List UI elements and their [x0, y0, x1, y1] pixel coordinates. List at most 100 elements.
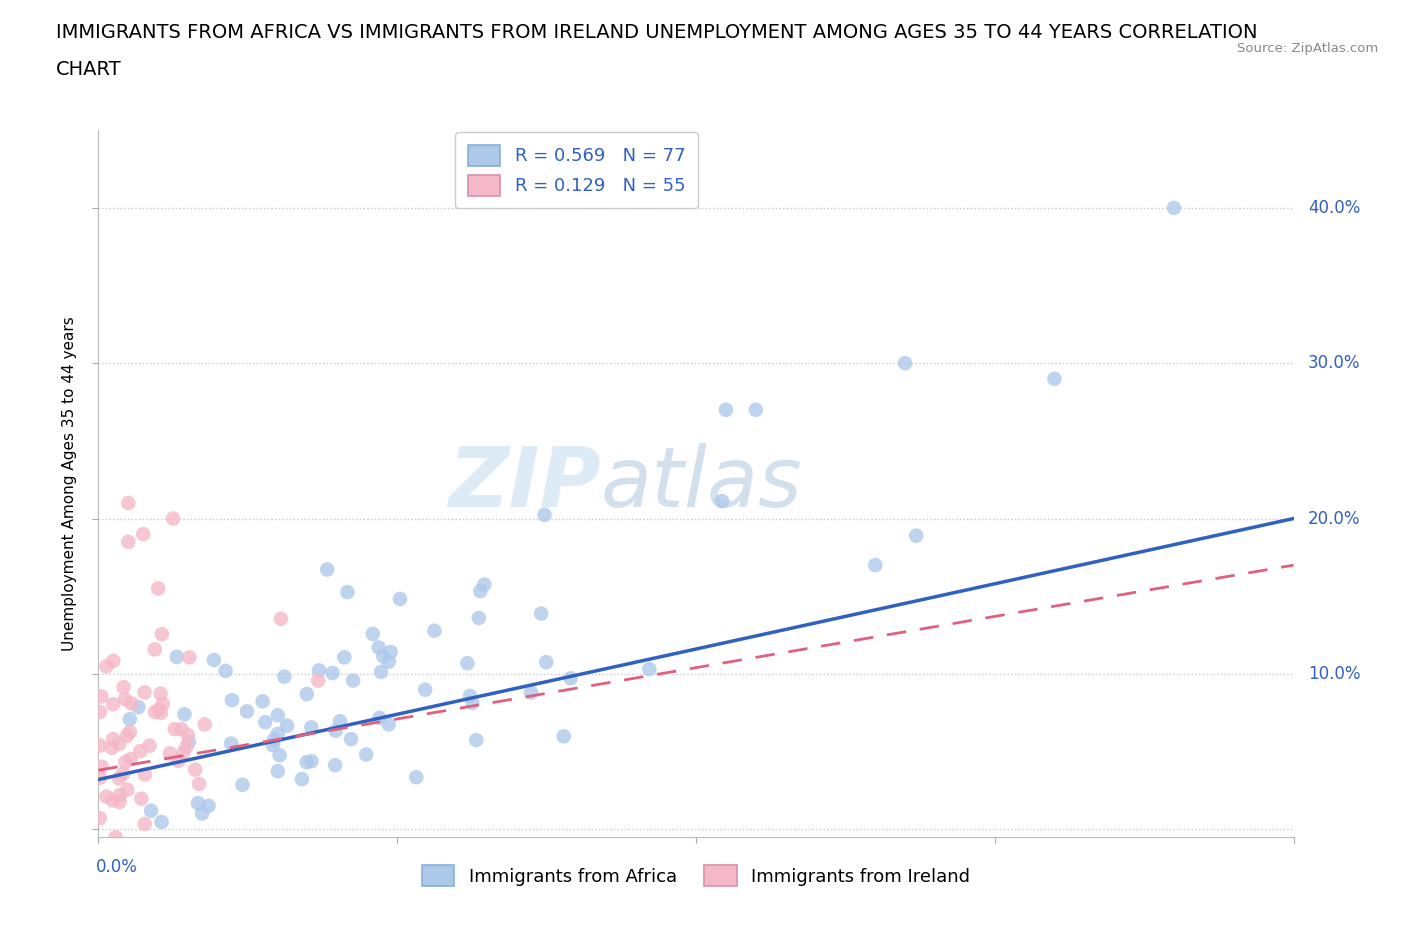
Point: [112, 766, 135, 781]
Point: [465, 733, 488, 748]
Point: [195, 840, 218, 855]
Point: [90, 689, 112, 704]
Point: [373, 649, 395, 664]
Point: [267, 708, 290, 723]
Point: [423, 623, 446, 638]
Point: [96, 659, 118, 674]
Point: [172, 746, 194, 761]
Point: [267, 726, 290, 741]
Point: [177, 735, 200, 750]
Point: [108, 771, 131, 786]
Point: [159, 746, 181, 761]
Point: [149, 686, 172, 701]
Point: [101, 740, 124, 755]
Point: [342, 673, 364, 688]
Point: [115, 728, 138, 743]
Point: [90, 760, 112, 775]
Point: [112, 680, 135, 695]
Point: [131, 791, 153, 806]
Point: [170, 722, 193, 737]
Point: [316, 562, 339, 577]
Point: [380, 644, 402, 659]
Point: [194, 845, 217, 860]
Point: [114, 837, 136, 852]
Point: [276, 718, 298, 733]
Point: [129, 744, 152, 759]
Point: [894, 356, 917, 371]
Y-axis label: Unemployment Among Ages 35 to 44 years: Unemployment Among Ages 35 to 44 years: [62, 316, 77, 651]
Point: [905, 528, 928, 543]
Point: [560, 671, 582, 685]
Point: [114, 755, 136, 770]
Point: [299, 720, 322, 735]
Point: [378, 655, 401, 670]
Point: [711, 494, 734, 509]
Point: [118, 724, 141, 739]
Point: [167, 753, 190, 768]
Point: [388, 591, 411, 606]
Point: [221, 693, 243, 708]
Point: [295, 755, 318, 770]
Point: [176, 739, 198, 754]
Point: [162, 512, 184, 526]
Point: [163, 853, 186, 868]
Point: [367, 640, 389, 655]
Point: [745, 403, 768, 418]
Point: [270, 611, 292, 626]
Point: [202, 653, 225, 668]
Point: [184, 763, 207, 777]
Point: [148, 581, 170, 596]
Point: [534, 655, 557, 670]
Point: [295, 686, 318, 701]
Point: [187, 796, 209, 811]
Point: [714, 403, 737, 418]
Point: [269, 748, 291, 763]
Text: CHART: CHART: [56, 60, 122, 79]
Point: [263, 732, 285, 747]
Point: [267, 764, 290, 778]
Point: [89, 738, 111, 753]
Point: [166, 649, 188, 664]
Point: [361, 627, 384, 642]
Text: IMMIGRANTS FROM AFRICA VS IMMIGRANTS FROM IRELAND UNEMPLOYMENT AMONG AGES 35 TO : IMMIGRANTS FROM AFRICA VS IMMIGRANTS FRO…: [56, 23, 1258, 42]
Point: [150, 627, 173, 642]
Point: [336, 585, 359, 600]
Point: [127, 699, 149, 714]
Point: [252, 694, 274, 709]
Point: [323, 758, 346, 773]
Point: [197, 798, 219, 813]
Text: ZIP: ZIP: [447, 443, 600, 525]
Point: [143, 704, 166, 719]
Point: [307, 673, 329, 688]
Point: [134, 684, 156, 699]
Text: 0.0%: 0.0%: [96, 858, 138, 876]
Point: [458, 688, 481, 703]
Point: [101, 793, 124, 808]
Point: [198, 853, 221, 868]
Point: [456, 656, 478, 671]
Point: [370, 665, 392, 680]
Point: [470, 584, 492, 599]
Point: [163, 722, 186, 737]
Point: [333, 650, 356, 665]
Point: [104, 830, 127, 844]
Legend: Immigrants from Africa, Immigrants from Ireland: Immigrants from Africa, Immigrants from …: [413, 857, 979, 895]
Point: [120, 751, 142, 766]
Point: [377, 717, 399, 732]
Point: [177, 837, 200, 852]
Point: [299, 753, 322, 768]
Point: [308, 663, 330, 678]
Point: [638, 661, 661, 676]
Text: 40.0%: 40.0%: [1308, 199, 1360, 217]
Point: [96, 790, 118, 804]
Point: [354, 747, 377, 762]
Text: 10.0%: 10.0%: [1308, 665, 1361, 683]
Point: [865, 558, 887, 573]
Point: [150, 853, 173, 868]
Point: [194, 717, 217, 732]
Point: [148, 702, 170, 717]
Point: [291, 772, 314, 787]
Point: [533, 508, 555, 523]
Text: atlas: atlas: [600, 443, 801, 525]
Point: [134, 817, 156, 831]
